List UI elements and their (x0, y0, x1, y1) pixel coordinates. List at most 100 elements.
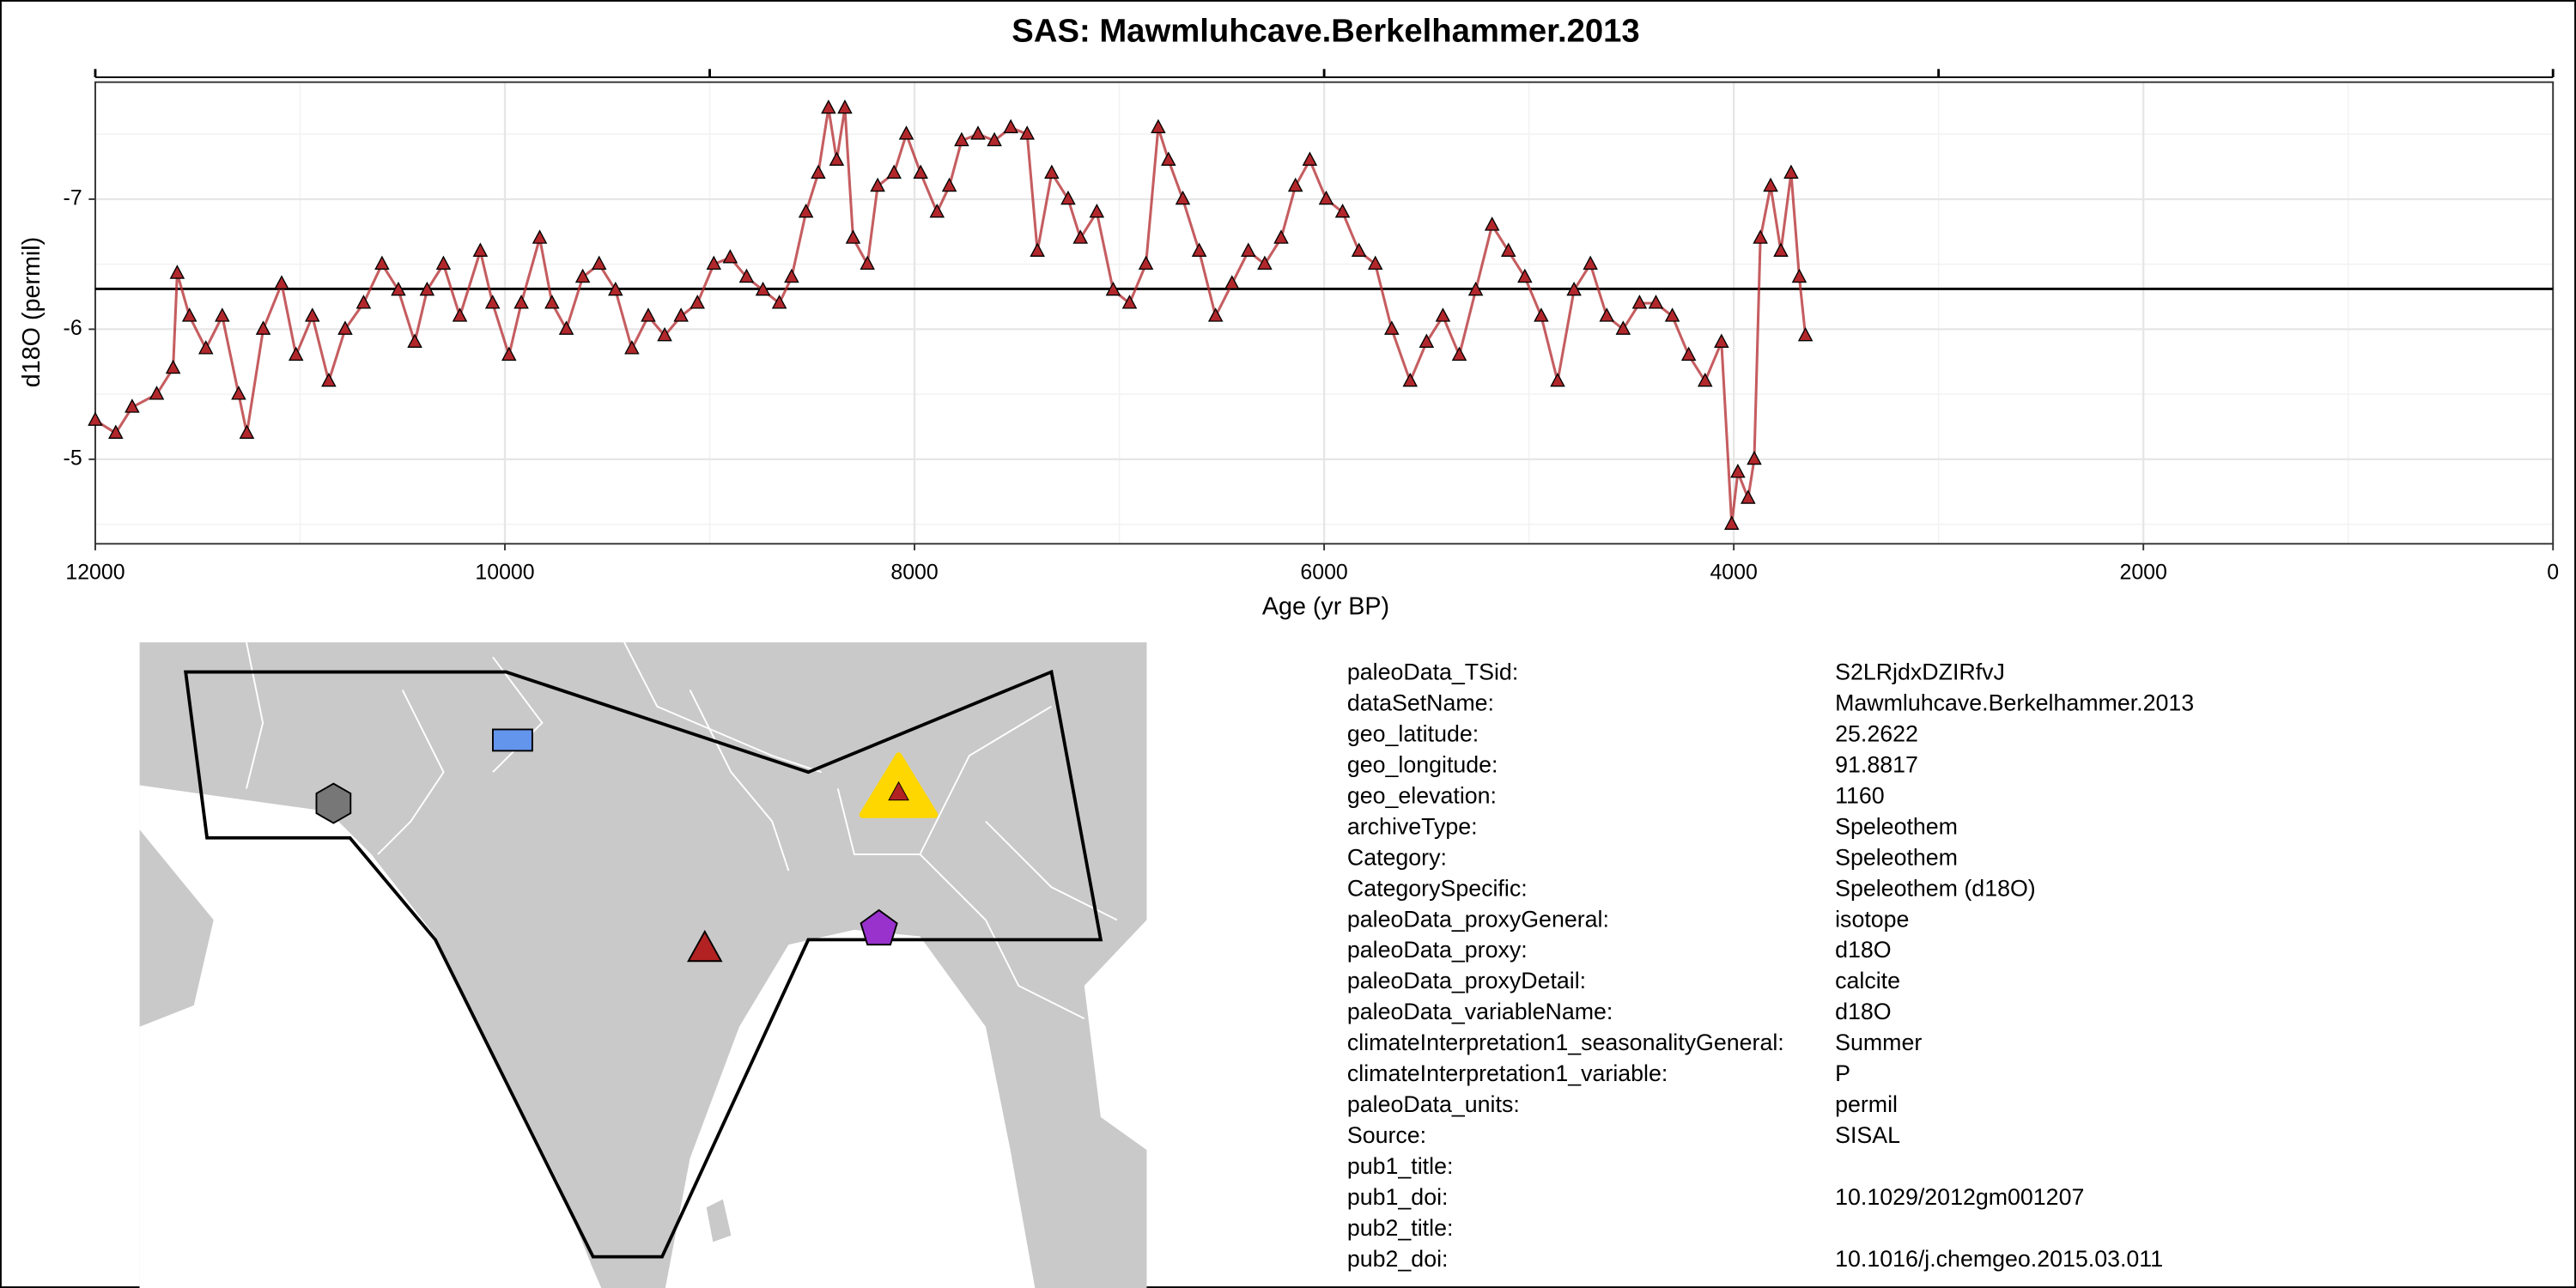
map-sea (665, 929, 1036, 1288)
metadata-key: pub2_doi: (1347, 1246, 1449, 1272)
data-point (755, 281, 771, 296)
data-point (1191, 242, 1207, 257)
data-point (1697, 372, 1713, 387)
metadata-value: Speleothem (d18O) (1835, 875, 2036, 901)
plot-border (94, 81, 2555, 545)
data-point (1484, 216, 1500, 231)
map-island (706, 1199, 732, 1242)
plot-area: 12000 10000 8000 6000 4000 2000 0 -7 -6 -5 (64, 69, 2559, 584)
data-point (1151, 118, 1166, 134)
metadata-value: 10.1029/2012gm001207 (1835, 1184, 2084, 1210)
data-point (1367, 255, 1383, 270)
data-point (1714, 333, 1729, 348)
data-point (1072, 229, 1089, 244)
data-point (1224, 275, 1240, 289)
data-point (255, 320, 271, 335)
data-point (198, 340, 214, 355)
data-point (1534, 307, 1549, 322)
data-point (641, 307, 656, 322)
data-point (1467, 281, 1484, 296)
y-tick-label: -5 (64, 446, 82, 470)
data-point (1044, 164, 1060, 179)
metadata-key: pub1_title: (1347, 1153, 1454, 1179)
data-point (1664, 307, 1680, 322)
data-point (484, 295, 501, 309)
metadata-key: Source: (1347, 1122, 1426, 1148)
data-point (706, 255, 722, 270)
data-point (898, 125, 914, 140)
metadata-value: d18O (1835, 999, 1891, 1024)
x-tick-label: 10000 (475, 560, 534, 584)
data-point (288, 346, 304, 361)
data-point (1517, 268, 1533, 283)
data-point (1566, 281, 1582, 296)
data-point (239, 424, 255, 439)
map-sea (1084, 920, 1147, 1151)
data-point (929, 204, 945, 218)
data-point (1747, 450, 1762, 465)
data-point (673, 307, 689, 322)
data-point (1351, 242, 1367, 257)
data-point (1419, 333, 1435, 348)
data-point (165, 359, 181, 374)
data-point (337, 320, 353, 335)
metadata-key: climateInterpretation1_seasonalityGenera… (1347, 1030, 1784, 1055)
data-point (860, 255, 875, 270)
data-point (452, 307, 468, 322)
data-point (1435, 307, 1451, 322)
data-point (1003, 118, 1018, 134)
data-point (215, 307, 230, 322)
data-point (149, 386, 165, 400)
site-marker (888, 781, 909, 801)
data-point (690, 295, 705, 309)
data-point (1797, 326, 1814, 342)
metadata-key: geo_elevation: (1347, 782, 1497, 808)
data-point (1207, 307, 1224, 322)
data-point (845, 229, 861, 244)
data-point (1273, 229, 1289, 244)
data-point (231, 386, 246, 400)
metadata-value: Speleothem (1835, 844, 1958, 870)
y-tick-label: -7 (64, 186, 82, 210)
data-point (738, 268, 755, 283)
data-point (1741, 489, 1756, 504)
metadata-key: paleoData_variableName: (1347, 999, 1613, 1024)
x-tick-label: 0 (2547, 560, 2559, 584)
data-point (169, 264, 185, 279)
metadata-key: archiveType: (1347, 813, 1478, 839)
data-point (501, 346, 517, 361)
data-point (722, 249, 738, 264)
metadata-key: paleoData_proxyDetail: (1347, 968, 1586, 993)
data-point (355, 295, 372, 309)
map-sea (139, 785, 602, 1288)
data-point (544, 295, 560, 309)
data-point (532, 229, 548, 244)
data-point (941, 177, 957, 192)
data-point (1241, 242, 1256, 257)
data-point (1615, 320, 1631, 335)
x-tick-label: 4000 (1710, 560, 1757, 584)
metadata-key: CategorySpecific: (1347, 875, 1528, 901)
data-point (108, 424, 124, 439)
data-point (305, 307, 320, 322)
metadata-key: paleoData_proxyGeneral: (1347, 906, 1609, 932)
data-point (1583, 255, 1598, 270)
data-point (1631, 295, 1648, 309)
data-point (1723, 515, 1740, 530)
data-point (913, 164, 928, 179)
data-point (798, 204, 814, 218)
data-point (1500, 242, 1516, 257)
metadata-value: Mawmluhcave.Berkelhammer.2013 (1835, 690, 2194, 715)
data-point (1030, 242, 1045, 257)
metadata-value: 10.1016/j.chemgeo.2015.03.011 (1835, 1246, 2163, 1272)
x-tick-label: 6000 (1300, 560, 1347, 584)
metadata-value: 1160 (1835, 782, 1885, 808)
metadata-key: pub1_doi: (1347, 1184, 1449, 1210)
data-point (274, 275, 289, 289)
data-point (1783, 164, 1799, 179)
metadata-key: climateInterpretation1_variable: (1347, 1060, 1668, 1086)
metadata-value: isotope (1835, 906, 1909, 932)
data-point (987, 131, 1002, 147)
